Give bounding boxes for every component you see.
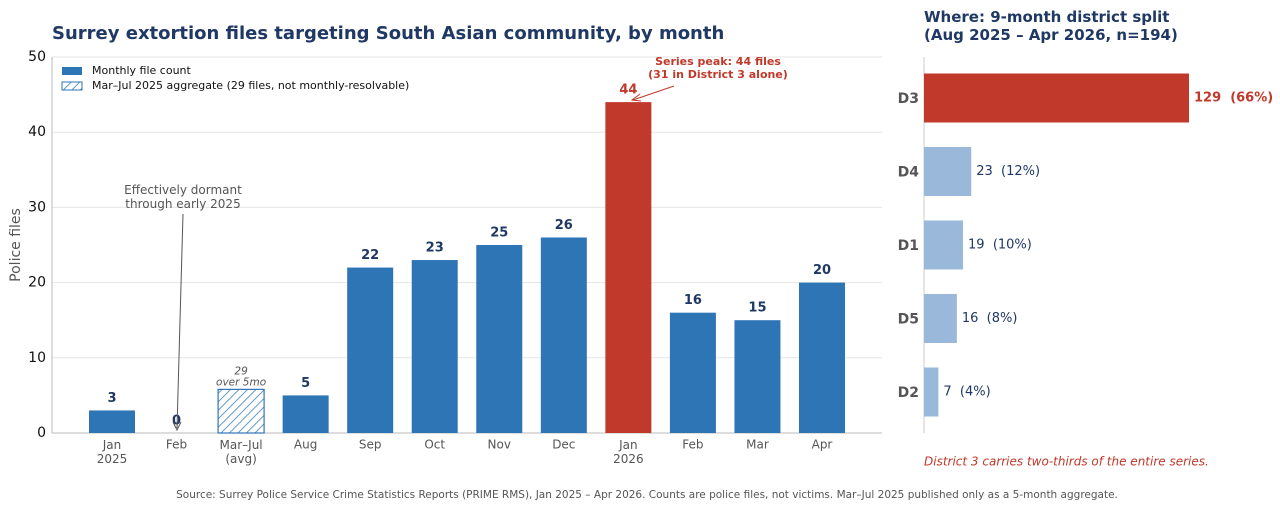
legend-swatch bbox=[61, 81, 83, 91]
y-tick-label: 40 bbox=[28, 124, 46, 140]
x-tick-label: Aug bbox=[294, 438, 317, 452]
x-tick-label: Jan 2025 bbox=[97, 438, 128, 466]
x-tick-label: Feb bbox=[166, 438, 187, 452]
y-tick-label: D5 bbox=[898, 312, 919, 328]
bar bbox=[924, 147, 972, 196]
annotation-arrow bbox=[632, 85, 675, 101]
bar bbox=[217, 388, 265, 434]
bar bbox=[605, 102, 652, 434]
y-tick-label: 30 bbox=[28, 199, 46, 215]
value-label: 20 bbox=[813, 263, 831, 278]
value-label: 23 (12%) bbox=[976, 164, 1040, 179]
bar bbox=[799, 282, 845, 433]
value-label: 26 bbox=[555, 218, 573, 233]
value-label: 44 bbox=[619, 83, 637, 98]
annotation: Series peak: 44 files (31 in District 3 a… bbox=[648, 55, 788, 81]
x-tick-label: Jan 2026 bbox=[613, 438, 644, 466]
bar bbox=[282, 395, 329, 433]
annotation-arrow bbox=[176, 213, 184, 429]
bar bbox=[669, 312, 716, 433]
bar bbox=[924, 73, 1189, 123]
annotation: Effectively dormant through early 2025 bbox=[124, 183, 242, 211]
x-tick-label: Feb bbox=[682, 438, 703, 452]
side-annotation: District 3 carries two-thirds of the ent… bbox=[924, 455, 1209, 469]
value-label: 22 bbox=[361, 248, 379, 263]
x-tick-label: Nov bbox=[488, 438, 511, 452]
bar bbox=[540, 237, 587, 433]
y-tick-label: D2 bbox=[898, 385, 919, 401]
source-note: Source: Surrey Police Service Crime Stat… bbox=[176, 489, 1118, 501]
x-tick-label: Oct bbox=[424, 438, 445, 452]
bar bbox=[347, 267, 394, 433]
annotation-arrowhead bbox=[172, 421, 182, 432]
y-tick-label: D3 bbox=[898, 91, 919, 107]
bar bbox=[476, 245, 523, 433]
y-tick-label: 20 bbox=[28, 275, 46, 291]
y-tick-label: D4 bbox=[898, 165, 920, 181]
legend-label: Monthly file count bbox=[92, 64, 192, 77]
side-chart-title: Where: 9-month district split (Aug 2025 –… bbox=[924, 8, 1178, 44]
bar bbox=[924, 220, 964, 270]
annotation-arrowhead bbox=[630, 93, 642, 102]
bar bbox=[734, 320, 781, 433]
value-label: 129 (66%) bbox=[1194, 91, 1273, 106]
y-tick-label: 0 bbox=[37, 425, 46, 441]
bar bbox=[89, 410, 135, 433]
value-label: 23 bbox=[426, 241, 444, 256]
y-tick-label: 50 bbox=[28, 49, 46, 65]
bar bbox=[411, 260, 458, 433]
y-tick-label: 10 bbox=[28, 350, 46, 366]
value-label: 16 bbox=[684, 293, 702, 308]
value-label: 7 (4%) bbox=[943, 385, 990, 400]
value-label: 5 bbox=[301, 376, 310, 391]
value-label: 3 bbox=[107, 391, 116, 406]
legend-swatch bbox=[62, 67, 82, 75]
bar bbox=[924, 367, 939, 417]
x-tick-label: Sep bbox=[359, 438, 382, 452]
x-tick-label: Mar bbox=[746, 438, 769, 452]
value-label: 15 bbox=[748, 301, 766, 316]
x-tick-label: Apr bbox=[812, 438, 833, 452]
x-tick-label: Mar–Jul (avg) bbox=[220, 438, 263, 466]
x-tick-label: Dec bbox=[552, 438, 575, 452]
y-axis-label: Police files bbox=[8, 208, 24, 282]
value-label: 25 bbox=[490, 226, 508, 241]
value-label: 29 over 5mo bbox=[216, 365, 266, 388]
legend-label: Mar–Jul 2025 aggregate (29 files, not mo… bbox=[92, 79, 409, 92]
bar bbox=[924, 294, 957, 343]
value-label: 0 bbox=[172, 414, 181, 429]
y-tick-label: D1 bbox=[898, 238, 919, 254]
chart-title: Surrey extortion files targeting South A… bbox=[52, 23, 724, 44]
value-label: 19 (10%) bbox=[968, 238, 1032, 253]
value-label: 16 (8%) bbox=[962, 311, 1018, 326]
